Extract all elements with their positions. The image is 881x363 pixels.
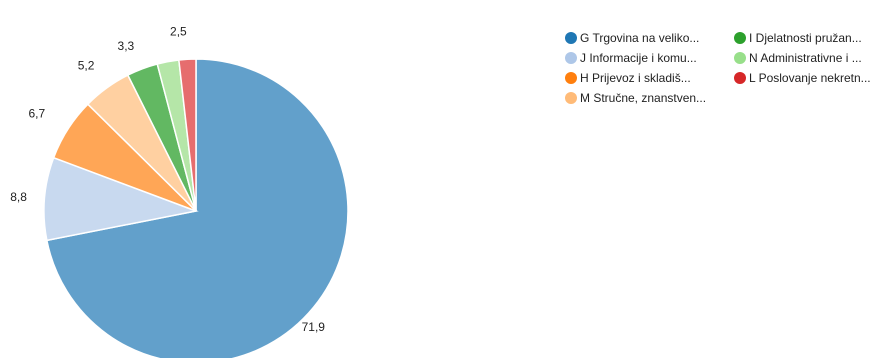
legend-marker [734,52,746,64]
legend-label: H Prijevoz i skladiš... [580,71,691,85]
legend-label: G Trgovina na veliko... [580,31,699,45]
legend-marker [565,32,577,44]
data-label: 3,3 [118,39,135,53]
legend-item[interactable]: H Prijevoz i skladiš... [565,71,691,85]
legend-label: J Informacije i komu... [580,51,697,65]
legend-marker [565,52,577,64]
legend-label: N Administrativne i ... [749,51,862,65]
legend-label: L Poslovanje nekretn... [749,71,871,85]
data-label: 6,7 [28,107,45,121]
pie-slices [43,58,349,363]
legend-item[interactable]: G Trgovina na veliko... [565,31,699,45]
legend-item[interactable]: M Stručne, znanstven... [565,91,706,105]
data-labels: 71,9 8,8 6,7 5,2 3,3 2,5 [10,24,325,334]
legend-marker [565,92,577,104]
data-label: 2,5 [170,24,187,38]
data-label: 71,9 [302,320,326,334]
legend-label: I Djelatnosti pružan... [749,31,862,45]
pie-slice[interactable] [43,156,199,242]
pie-slice[interactable] [178,58,197,212]
data-label: 5,2 [78,59,95,73]
legend-item[interactable]: N Administrativne i ... [734,51,862,65]
legend-marker [734,72,746,84]
legend: G Trgovina na veliko... J Informacije i k… [565,31,871,105]
data-label: 8,8 [10,190,27,204]
legend-label: M Stručne, znanstven... [580,91,706,105]
legend-item[interactable]: I Djelatnosti pružan... [734,31,862,45]
legend-item[interactable]: J Informacije i komu... [565,51,697,65]
legend-marker [565,72,577,84]
legend-item[interactable]: L Poslovanje nekretn... [734,71,871,85]
legend-marker [734,32,746,44]
